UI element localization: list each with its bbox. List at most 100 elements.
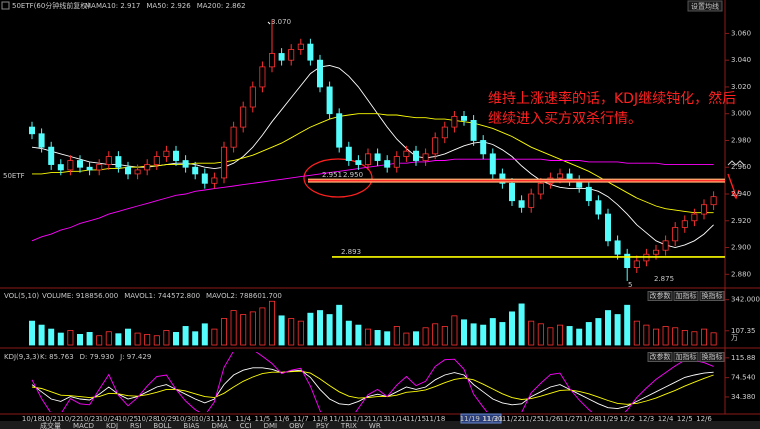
candle-body [710,196,717,206]
candle-body [172,150,179,161]
bar [633,320,640,346]
bar [105,331,112,346]
x-tick-label: 12/2 [619,415,635,423]
bar [249,311,256,346]
tab[interactable]: BIAS [183,422,200,429]
candle-body [403,150,410,157]
settings-button[interactable] [687,0,723,12]
tab[interactable]: BOLL [153,422,171,429]
tab[interactable]: CCI [240,422,252,429]
x-tick-label: 11/11 [329,415,349,423]
bar [585,322,592,346]
bar [278,315,285,346]
bar [710,332,717,346]
y-tick-label: 3.000 [731,110,751,118]
panel-button-label[interactable]: 改参数 [650,291,671,300]
tab[interactable]: PSY [316,422,330,429]
bar [566,326,573,346]
candle-body [288,49,295,61]
bar [192,331,199,346]
panel-button[interactable] [699,352,725,362]
bar [547,327,554,346]
candle-body [441,126,448,139]
panel-button[interactable] [673,291,699,301]
annotation: 2.951 [322,171,342,179]
candle-body [393,156,400,168]
panel-button-label[interactable]: 换指标 [702,291,723,300]
x-tick-label: 11/18 [425,415,445,423]
settings-button-label[interactable]: 设置均线 [691,2,719,11]
candle-body [701,204,708,215]
bar [393,326,400,346]
bar [316,310,323,346]
bar [86,332,93,346]
x-tick-label: 11/15 [406,415,426,423]
bar [432,323,439,346]
tab[interactable]: RSI [130,422,141,429]
panel-button-label[interactable]: 加指标 [676,352,697,361]
panel-button[interactable] [699,291,725,301]
tab[interactable]: MACD [73,422,94,429]
legend-entry: MAVOL1: 744572.800 [124,292,200,300]
y-tick-label: 2.980 [731,136,751,144]
x-tick-label: 10/18 [22,415,42,423]
panel-button-label[interactable]: 改参数 [650,352,671,361]
annotation: 3.070 [271,18,291,26]
note: 继续进入买方双杀行情。 [488,110,642,127]
x-tick-label: 10/25 [118,415,138,423]
x-tick-label: 11/26 [540,415,561,423]
candle-body [633,260,640,269]
panel-button-label[interactable]: 加指标 [676,291,697,300]
x-tick-label: 10/31 [195,415,215,423]
candle-body [691,213,698,222]
legend-entry: VOLUME: 918856.000 [42,292,118,300]
bar [643,324,650,346]
y-tick-label: 107.35 [731,327,756,335]
series-line [31,370,714,405]
panel-button-label[interactable]: 换指标 [702,352,723,361]
bar [153,335,160,346]
candle-body [57,164,64,171]
panel-button[interactable] [673,352,699,362]
panel-button[interactable] [647,352,673,362]
candle-body [681,220,688,228]
bar [480,324,487,346]
bar [115,333,122,346]
bar [57,332,64,346]
candle-body [249,86,256,108]
candle-body [432,137,439,155]
x-tick-label: 11/6 [274,415,290,423]
candle-body [557,173,564,179]
candle-body [67,160,74,171]
x-tick-label: 11/4 [235,415,251,423]
tab[interactable]: WR [369,422,381,429]
candle-body [182,160,189,168]
candle-body [489,153,496,175]
bar [211,328,218,346]
candle-body [125,166,132,175]
candle-body [528,193,535,208]
y-tick-label: 3.040 [731,56,751,64]
tab[interactable]: DMA [212,422,228,429]
bar [451,315,458,346]
bar [268,300,275,346]
tab[interactable]: DMI [264,422,278,429]
tab[interactable]: 成交量 [40,421,61,429]
tab[interactable]: TRIX [340,422,357,429]
tab[interactable]: KDJ [106,422,118,429]
bar [364,328,371,346]
panel-button[interactable] [647,291,673,301]
bar [172,332,179,346]
candle-body [86,166,93,171]
tab[interactable]: OBV [289,422,304,429]
candle-body [614,240,621,255]
x-tick-label: 12/6 [696,415,712,423]
axis-unit: 万 [731,334,738,342]
bar [470,323,477,346]
candle-body [653,249,660,255]
y-tick-label: 74.540 [731,374,756,382]
candle-body [518,200,525,208]
legend-entry: MA200: 2.862 [197,2,246,10]
candle-body [460,115,467,121]
